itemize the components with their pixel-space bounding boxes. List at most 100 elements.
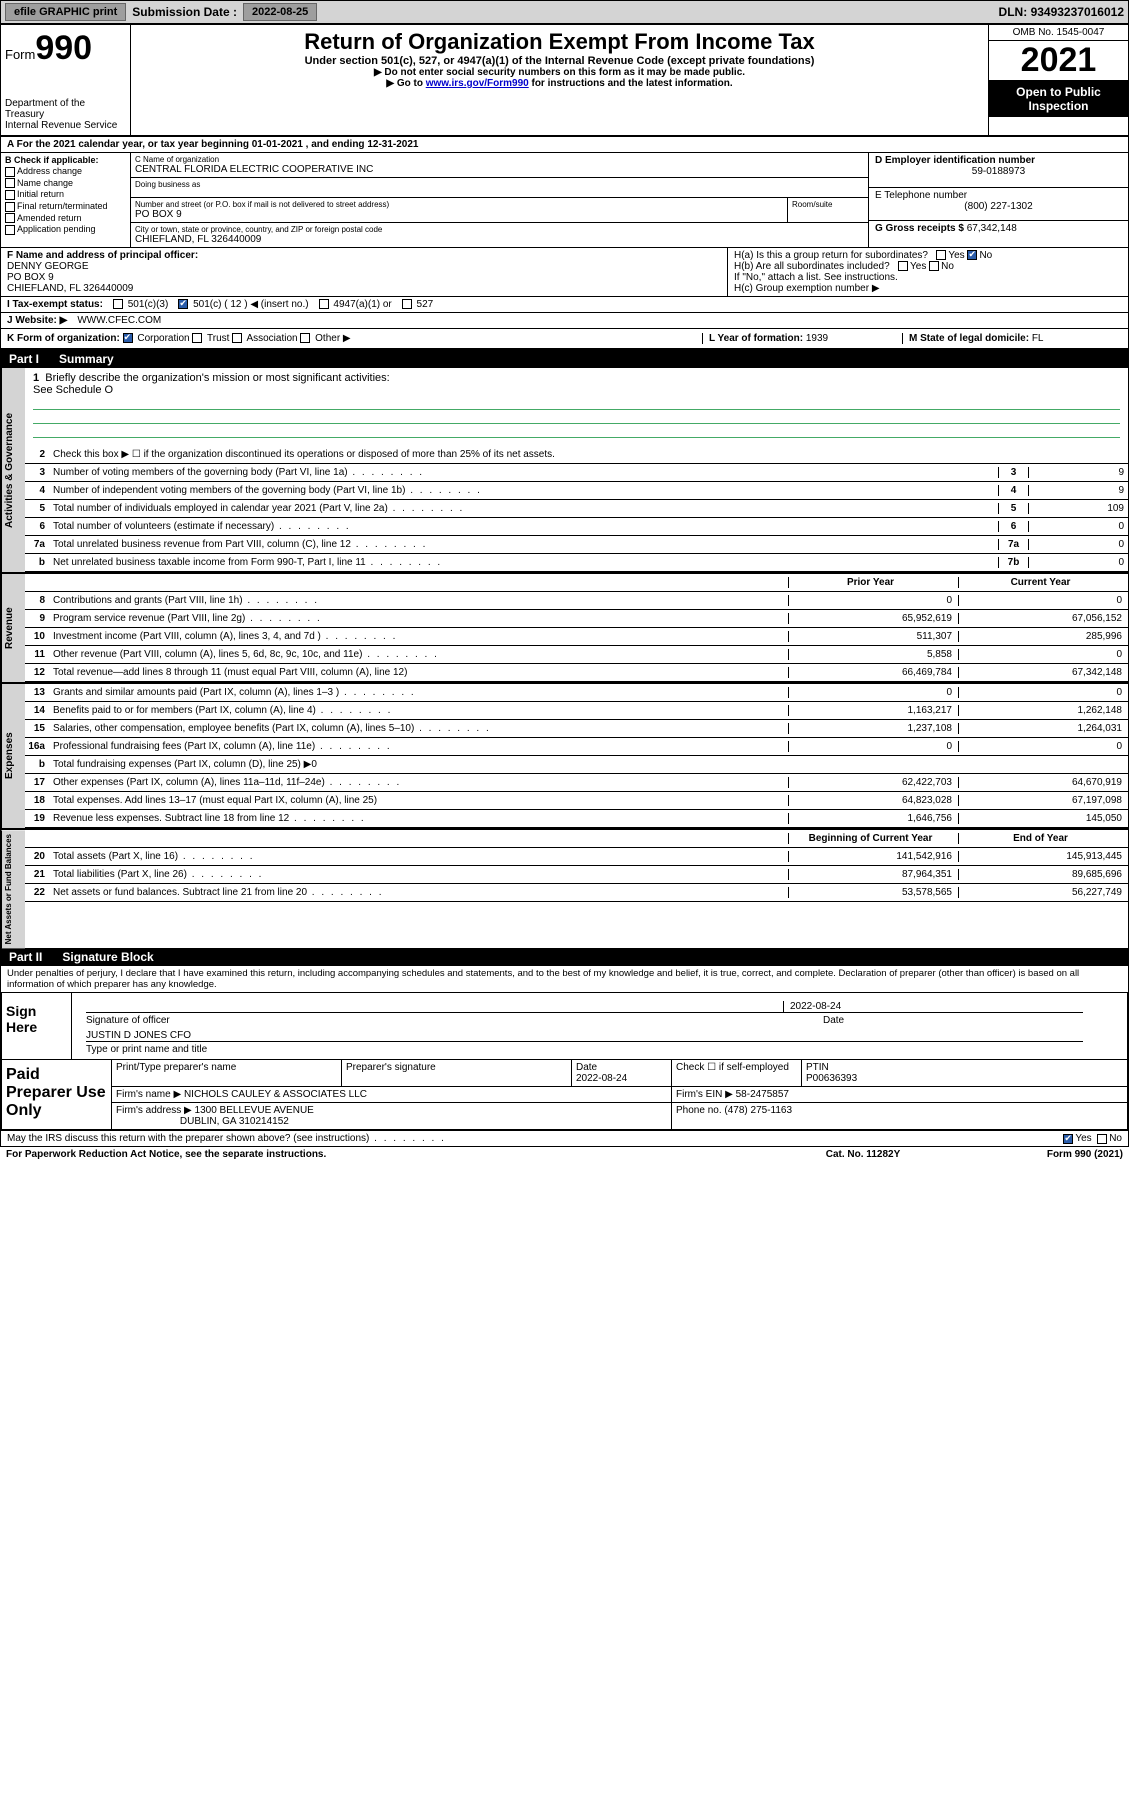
dba-label: Doing business as bbox=[135, 180, 864, 189]
mh-blank2 bbox=[49, 581, 788, 585]
row-13-desc: Grants and similar amounts paid (Part IX… bbox=[49, 685, 788, 700]
chk-application-pending[interactable]: Application pending bbox=[5, 224, 126, 235]
i-opt-501c[interactable]: 501(c) ( 12 ) ◀ (insert no.) bbox=[178, 299, 308, 310]
h-a-no-lbl: No bbox=[979, 250, 992, 261]
cat-no: Cat. No. 11282Y bbox=[763, 1149, 963, 1160]
discuss-yes[interactable]: Yes bbox=[1063, 1133, 1091, 1144]
h-b-label: H(b) Are all subordinates included? bbox=[734, 261, 890, 272]
sig-name-value: JUSTIN D JONES CFO bbox=[86, 1030, 1083, 1041]
i-opt-501c3[interactable]: 501(c)(3) bbox=[113, 299, 168, 310]
row-19-curr: 145,050 bbox=[958, 813, 1128, 824]
rule-line-1 bbox=[33, 400, 1120, 410]
vtab-expenses: Expenses bbox=[1, 684, 25, 828]
k-corp-lbl: Corporation bbox=[137, 333, 189, 344]
org-name-label: C Name of organization bbox=[135, 155, 864, 164]
row-4-desc: Number of independent voting members of … bbox=[49, 483, 998, 498]
inspect-2: Inspection bbox=[991, 99, 1126, 113]
sig-date-value: 2022-08-24 bbox=[783, 1001, 1083, 1012]
row-8-curr: 0 bbox=[958, 595, 1128, 606]
row-6-val: 0 bbox=[1028, 521, 1128, 532]
section-h: H(a) Is this a group return for subordin… bbox=[728, 248, 1128, 296]
netassets-main: Beginning of Current Year End of Year 20… bbox=[25, 830, 1128, 948]
row-17-num: 17 bbox=[25, 777, 49, 788]
paid-preparer-label: Paid Preparer Use Only bbox=[2, 1060, 112, 1129]
paid-firm-ein: Firm's EIN ▶ 58-2475857 bbox=[672, 1087, 1127, 1102]
row-7b-num: b bbox=[25, 557, 49, 568]
officer-addr1: PO BOX 9 bbox=[7, 272, 721, 283]
row-5-num: 5 bbox=[25, 503, 49, 514]
row-7b: b Net unrelated business taxable income … bbox=[25, 554, 1128, 572]
row-12: 12 Total revenue—add lines 8 through 11 … bbox=[25, 664, 1128, 682]
phone-value: (800) 227-1302 bbox=[875, 201, 1122, 212]
row-j: J Website: ▶ WWW.CFEC.COM bbox=[1, 313, 1128, 329]
row-6-box: 6 bbox=[998, 521, 1028, 532]
chk-name-change[interactable]: Name change bbox=[5, 178, 126, 189]
row-6: 6 Total number of volunteers (estimate i… bbox=[25, 518, 1128, 536]
row-5-val: 109 bbox=[1028, 503, 1128, 514]
row-12-desc: Total revenue—add lines 8 through 11 (mu… bbox=[49, 665, 788, 680]
paid-preparer-right: Print/Type preparer's name Preparer's si… bbox=[112, 1060, 1127, 1129]
row-12-num: 12 bbox=[25, 667, 49, 678]
k-other[interactable]: Other ▶ bbox=[300, 333, 350, 344]
section-i-label: I Tax-exempt status: bbox=[7, 299, 103, 310]
paid-header-row: Print/Type preparer's name Preparer's si… bbox=[112, 1060, 1127, 1087]
irs-form990-link[interactable]: www.irs.gov/Form990 bbox=[426, 78, 529, 89]
k-trust[interactable]: Trust bbox=[192, 333, 229, 344]
paid-preparer-block: Paid Preparer Use Only Print/Type prepar… bbox=[1, 1060, 1128, 1130]
h-b-no-chk[interactable] bbox=[929, 261, 939, 271]
sig-officer-label: Signature of officer bbox=[86, 1015, 823, 1026]
form-990-wrapper: Form990 Department of the Treasury Inter… bbox=[0, 24, 1129, 1147]
row-13-num: 13 bbox=[25, 687, 49, 698]
chk-final-return[interactable]: Final return/terminated bbox=[5, 201, 126, 212]
dln-label: DLN: bbox=[999, 5, 1028, 19]
row-22-curr: 56,227,749 bbox=[958, 887, 1128, 898]
ein-cell: D Employer identification number 59-0188… bbox=[869, 153, 1128, 187]
row-4: 4 Number of independent voting members o… bbox=[25, 482, 1128, 500]
chk-amended-return[interactable]: Amended return bbox=[5, 213, 126, 224]
org-name-cell: C Name of organization CENTRAL FLORIDA E… bbox=[131, 153, 868, 178]
row-9-desc: Program service revenue (Part VIII, line… bbox=[49, 611, 788, 626]
chk-initial-return[interactable]: Initial return bbox=[5, 189, 126, 200]
vtab-revenue: Revenue bbox=[1, 574, 25, 682]
dept-treasury: Department of the Treasury bbox=[5, 98, 126, 120]
i-527-lbl: 527 bbox=[417, 299, 434, 310]
chk-name-change-lbl: Name change bbox=[17, 178, 73, 188]
header-right: OMB No. 1545-0047 2021 Open to Public In… bbox=[988, 25, 1128, 135]
efile-topbar: efile GRAPHIC print Submission Date : 20… bbox=[0, 0, 1129, 24]
revenue-main: Prior Year Current Year 8 Contributions … bbox=[25, 574, 1128, 682]
q2-desc: Check this box ▶ ☐ if the organization d… bbox=[49, 447, 1128, 462]
row-22-prior: 53,578,565 bbox=[788, 887, 958, 898]
i-opt-527[interactable]: 527 bbox=[402, 299, 433, 310]
discuss-no[interactable]: No bbox=[1097, 1133, 1122, 1144]
h-b: H(b) Are all subordinates included? Yes … bbox=[734, 261, 1122, 272]
q1-block: 1 Briefly describe the organization's mi… bbox=[25, 368, 1128, 446]
chk-address-change[interactable]: Address change bbox=[5, 166, 126, 177]
vtab-netassets: Net Assets or Fund Balances bbox=[1, 830, 25, 948]
row-3-box: 3 bbox=[998, 467, 1028, 478]
h-b-yes-chk[interactable] bbox=[898, 261, 908, 271]
submission-date-value: 2022-08-25 bbox=[243, 3, 317, 21]
row-18-desc: Total expenses. Add lines 13–17 (must eq… bbox=[49, 793, 788, 808]
dba-cell: Doing business as bbox=[131, 178, 868, 198]
row-20: 20 Total assets (Part X, line 16) 141,54… bbox=[25, 848, 1128, 866]
line-a-tax-year: A For the 2021 calendar year, or tax yea… bbox=[1, 137, 1128, 153]
sig-officer-space bbox=[86, 1001, 783, 1012]
paid-ptin-lbl: PTIN bbox=[806, 1062, 829, 1073]
section-b-label: B Check if applicable: bbox=[5, 155, 126, 165]
k-corp[interactable]: Corporation bbox=[123, 333, 190, 344]
paid-h1: Print/Type preparer's name bbox=[112, 1060, 342, 1086]
h-b-no-lbl: No bbox=[941, 261, 954, 272]
h-a-no-chk[interactable] bbox=[967, 250, 977, 260]
header-sub3: ▶ Go to www.irs.gov/Form990 for instruct… bbox=[139, 78, 980, 89]
row-8-num: 8 bbox=[25, 595, 49, 606]
paid-firm-val: NICHOLS CAULEY & ASSOCIATES LLC bbox=[184, 1089, 367, 1100]
form-number-990: 990 bbox=[35, 29, 92, 67]
k-assoc[interactable]: Association bbox=[232, 333, 297, 344]
i-opt-4947[interactable]: 4947(a)(1) or bbox=[319, 299, 392, 310]
efile-print-button[interactable]: efile GRAPHIC print bbox=[5, 3, 126, 21]
row-k-l-m: K Form of organization: Corporation Trus… bbox=[1, 329, 1128, 350]
officer-addr2: CHIEFLAND, FL 326440009 bbox=[7, 283, 721, 294]
row-4-box: 4 bbox=[998, 485, 1028, 496]
chk-application-pending-lbl: Application pending bbox=[17, 224, 96, 234]
h-a-yes-chk[interactable] bbox=[936, 250, 946, 260]
